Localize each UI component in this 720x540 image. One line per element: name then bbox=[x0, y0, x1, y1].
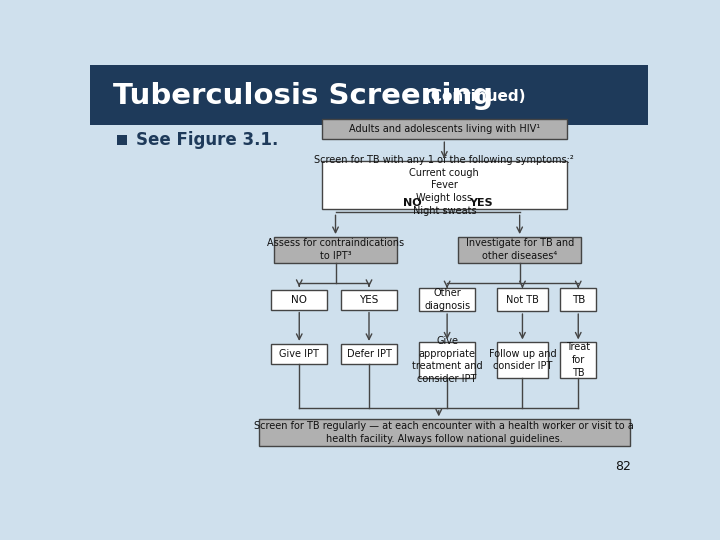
Bar bbox=[274, 237, 397, 263]
Text: TB: TB bbox=[572, 295, 585, 305]
Bar bbox=[498, 342, 547, 377]
Text: NO: NO bbox=[403, 198, 422, 208]
Text: Assess for contraindications
to IPT³: Assess for contraindications to IPT³ bbox=[267, 239, 404, 261]
Text: Screen for TB with any 1 of the following symptoms:²
Current cough
Fever
Weight : Screen for TB with any 1 of the followin… bbox=[315, 155, 575, 216]
Text: Tuberculosis Screening: Tuberculosis Screening bbox=[114, 82, 494, 110]
Bar bbox=[498, 288, 547, 311]
Text: Not TB: Not TB bbox=[506, 295, 539, 305]
Bar bbox=[341, 290, 397, 310]
Bar bbox=[459, 237, 581, 263]
Text: YES: YES bbox=[469, 198, 492, 208]
Text: Follow up and
consider IPT: Follow up and consider IPT bbox=[489, 349, 557, 372]
Text: Treat
for
TB: Treat for TB bbox=[566, 342, 590, 378]
Text: 82: 82 bbox=[616, 460, 631, 473]
Bar bbox=[117, 136, 127, 145]
Text: YES: YES bbox=[359, 295, 379, 305]
Text: (Continued): (Continued) bbox=[425, 89, 526, 104]
Text: Screen for TB regularly — at each encounter with a health worker or visit to a
h: Screen for TB regularly — at each encoun… bbox=[254, 421, 634, 444]
Bar bbox=[560, 288, 596, 311]
Bar bbox=[419, 288, 475, 311]
Bar bbox=[90, 65, 648, 125]
Bar bbox=[322, 161, 567, 210]
Text: Adults and adolescents living with HIV¹: Adults and adolescents living with HIV¹ bbox=[348, 124, 540, 134]
Bar bbox=[419, 342, 475, 377]
Text: NO: NO bbox=[292, 295, 307, 305]
Bar bbox=[322, 119, 567, 139]
Bar bbox=[271, 344, 327, 364]
Text: See Figure 3.1.: See Figure 3.1. bbox=[136, 131, 278, 149]
Bar bbox=[271, 290, 327, 310]
Text: Give
appropriate
treatment and
consider IPT: Give appropriate treatment and consider … bbox=[412, 336, 482, 384]
Bar bbox=[341, 344, 397, 364]
Text: Give IPT: Give IPT bbox=[279, 349, 319, 359]
Bar bbox=[258, 419, 630, 446]
Text: Defer IPT: Defer IPT bbox=[346, 349, 392, 359]
Text: Investigate for TB and
other diseases⁴: Investigate for TB and other diseases⁴ bbox=[466, 239, 574, 261]
Bar bbox=[560, 342, 596, 377]
Text: Other
diagnosis: Other diagnosis bbox=[424, 288, 470, 311]
